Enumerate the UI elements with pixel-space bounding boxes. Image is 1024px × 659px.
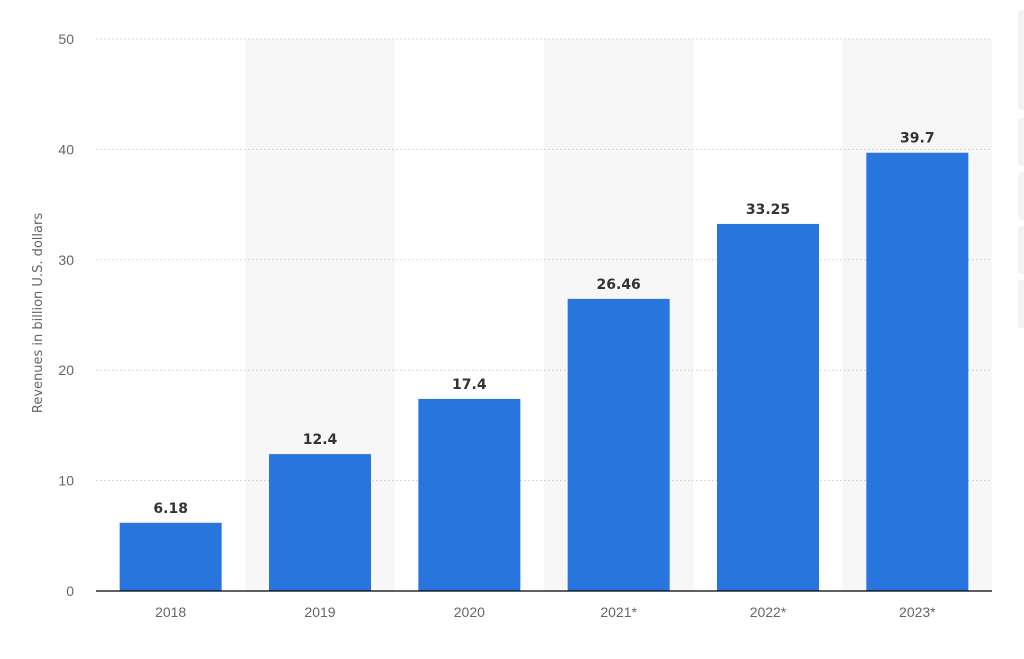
y-tick-label: 10 — [58, 473, 74, 489]
data-label: 26.46 — [597, 277, 641, 293]
bar — [567, 298, 670, 591]
x-tick-label: 2018 — [155, 604, 186, 620]
edge-panel-tab — [1018, 280, 1024, 328]
bar — [418, 398, 521, 591]
y-axis-title: Revenues in billion U.S. dollars — [31, 213, 46, 413]
data-label: 39.7 — [900, 131, 935, 147]
x-tick-label: 2022* — [750, 604, 787, 620]
data-label: 12.4 — [303, 432, 338, 448]
x-tick-label: 2021* — [600, 604, 637, 620]
x-tick-label: 2019 — [304, 604, 335, 620]
x-tick-label: 2023* — [899, 604, 936, 620]
y-tick-label: 20 — [58, 362, 74, 378]
y-axis-ticks: 0 10 20 30 40 50 — [58, 31, 74, 599]
bar — [269, 454, 371, 591]
x-axis-ticks: 2018 2019 2020 2021* 2022* 2023* — [155, 604, 936, 620]
y-tick-label: 30 — [58, 252, 74, 268]
edge-panel-tab — [1018, 172, 1024, 220]
data-label: 33.25 — [746, 202, 790, 218]
gridlines — [96, 38, 992, 482]
data-label: 6.18 — [153, 501, 188, 517]
bar — [866, 152, 969, 591]
edge-panel-tab — [1018, 10, 1024, 110]
bar — [717, 223, 819, 592]
y-tick-label: 40 — [58, 141, 74, 157]
y-tick-label: 50 — [58, 31, 74, 47]
x-tick-label: 2020 — [454, 604, 485, 620]
data-label: 17.4 — [452, 377, 487, 393]
y-tick-label: 0 — [66, 583, 74, 599]
bars: 6.18 12.4 17.4 26.46 33.25 39.7 — [119, 131, 969, 592]
bar — [119, 522, 222, 591]
edge-panel-tab — [1018, 226, 1024, 274]
edge-panel-tab — [1018, 118, 1024, 166]
